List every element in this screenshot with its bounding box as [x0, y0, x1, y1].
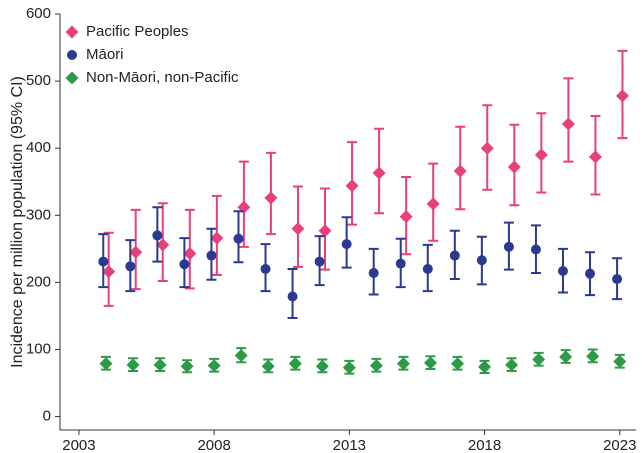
y-tick-label: 0 [43, 408, 51, 425]
x-tick-label: 2023 [603, 437, 636, 453]
legend-item: Pacific Peoples [65, 23, 189, 40]
data-point [478, 360, 492, 374]
data-point [399, 210, 413, 224]
y-tick-label: 100 [26, 340, 51, 357]
legend-marker [65, 25, 79, 39]
data-point [179, 259, 190, 270]
legend-item: Non-Māori, non-Pacific [65, 69, 239, 86]
data-point [233, 233, 244, 244]
data-point [372, 166, 386, 180]
data-point [129, 245, 143, 259]
data-point [125, 261, 136, 272]
data-point [426, 197, 440, 211]
data-point [534, 148, 548, 162]
data-point [206, 250, 217, 261]
data-point [615, 89, 629, 103]
data-point [345, 179, 359, 193]
data-point [532, 353, 546, 367]
data-point [152, 230, 163, 241]
data-point [559, 350, 573, 364]
data-point [156, 238, 170, 252]
y-axis-label: Incidence per million population (95% CI… [9, 76, 26, 368]
data-point [586, 349, 600, 363]
data-point [98, 256, 109, 267]
x-tick-label: 2003 [62, 437, 95, 453]
data-point [183, 247, 197, 261]
data-point [451, 357, 465, 371]
data-point [612, 274, 623, 285]
data-point [264, 191, 278, 205]
data-point [395, 258, 406, 269]
data-point [530, 244, 541, 255]
data-point [480, 141, 494, 155]
data-point [476, 255, 487, 266]
data-point [315, 359, 329, 373]
data-point [180, 359, 194, 373]
x-tick-label: 2013 [333, 437, 366, 453]
data-point [288, 357, 302, 371]
data-point [507, 160, 521, 174]
data-point [261, 359, 275, 373]
data-point [368, 267, 379, 278]
legend-marker [67, 50, 77, 60]
data-point [369, 359, 383, 373]
data-point [207, 359, 221, 373]
y-tick-label: 600 [26, 5, 51, 22]
data-point [126, 358, 140, 372]
data-point [153, 358, 167, 372]
data-point [423, 356, 437, 370]
y-tick-label: 200 [26, 273, 51, 290]
data-point [260, 263, 271, 274]
data-point [613, 355, 627, 369]
data-point [234, 349, 248, 363]
legend-label: Māori [86, 46, 124, 63]
data-point [210, 231, 224, 245]
y-tick-label: 400 [26, 139, 51, 156]
data-point [341, 239, 352, 250]
data-point [505, 358, 519, 372]
data-point [318, 224, 332, 238]
x-tick-label: 2018 [468, 437, 501, 453]
y-tick-label: 500 [26, 72, 51, 89]
data-point [585, 268, 596, 279]
data-point [287, 291, 298, 302]
data-point [453, 164, 467, 178]
x-tick-label: 2008 [197, 437, 230, 453]
data-point [449, 250, 460, 261]
data-point [588, 150, 602, 164]
legend-label: Pacific Peoples [86, 23, 189, 40]
data-point [102, 265, 116, 279]
legend-marker [65, 71, 79, 85]
data-point [503, 241, 514, 252]
y-tick-label: 300 [26, 206, 51, 223]
data-point [342, 361, 356, 375]
data-point [291, 222, 305, 236]
legend-label: Non-Māori, non-Pacific [86, 69, 239, 86]
data-point [557, 265, 568, 276]
data-point [314, 256, 325, 267]
legend-item: Māori [67, 46, 124, 63]
data-point [99, 357, 113, 371]
data-point [561, 117, 575, 131]
data-point [396, 357, 410, 371]
data-point [422, 263, 433, 274]
